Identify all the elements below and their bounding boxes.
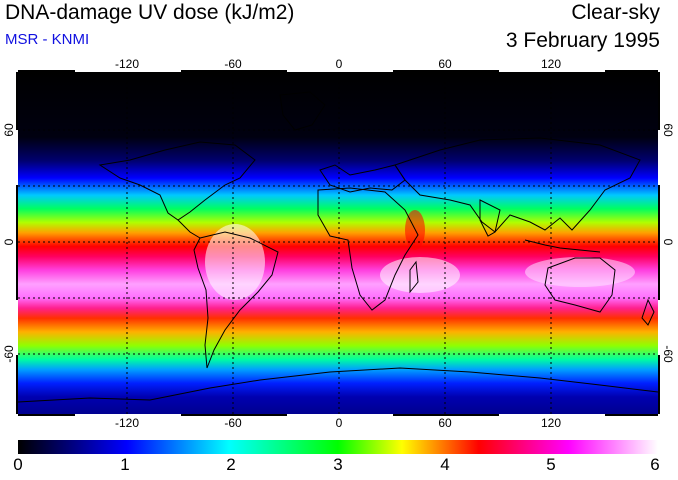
lon-tick-bottom: -120 bbox=[114, 416, 140, 430]
lat-tick-right: 60 bbox=[661, 123, 675, 137]
lon-tick-top: 60 bbox=[438, 57, 452, 71]
colorbar-label: 5 bbox=[546, 455, 556, 474]
colorbar-label: 1 bbox=[120, 455, 130, 474]
colorbar-label: 4 bbox=[440, 455, 450, 474]
lon-tick-top: -120 bbox=[114, 57, 140, 71]
africa-high-dose bbox=[380, 257, 460, 293]
colorbar-label: 6 bbox=[650, 455, 660, 474]
australia-high-dose bbox=[525, 257, 635, 287]
lat-tick-left: 0 bbox=[2, 238, 16, 246]
lon-tick-top: -60 bbox=[224, 57, 242, 71]
lat-tick-left: 60 bbox=[2, 123, 16, 137]
sky-condition-label: Clear-sky bbox=[571, 1, 660, 24]
lon-tick-bottom: 60 bbox=[438, 416, 452, 430]
date-label: 3 February 1995 bbox=[505, 29, 660, 52]
colorbar bbox=[18, 440, 658, 454]
source-label: MSR - KNMI bbox=[5, 31, 90, 48]
lat-tick-right: 0 bbox=[661, 238, 675, 246]
lon-tick-bottom: 120 bbox=[540, 416, 562, 430]
south-america-high-dose bbox=[205, 224, 265, 300]
colorbar-label: 2 bbox=[226, 455, 236, 474]
lon-tick-top: 0 bbox=[335, 57, 343, 71]
lat-tick-right: -60 bbox=[661, 345, 675, 363]
lon-tick-bottom: -60 bbox=[224, 416, 242, 430]
colorbar-label: 0 bbox=[13, 455, 23, 474]
lon-tick-top: 120 bbox=[540, 57, 562, 71]
colorbar-label: 3 bbox=[333, 455, 343, 474]
dose-field bbox=[18, 72, 658, 414]
coastlines bbox=[18, 91, 658, 403]
map-title: DNA-damage UV dose (kJ/m2) bbox=[5, 1, 295, 24]
graticule bbox=[18, 72, 658, 414]
lat-tick-left: -60 bbox=[2, 345, 16, 363]
lon-tick-bottom: 0 bbox=[335, 416, 343, 430]
